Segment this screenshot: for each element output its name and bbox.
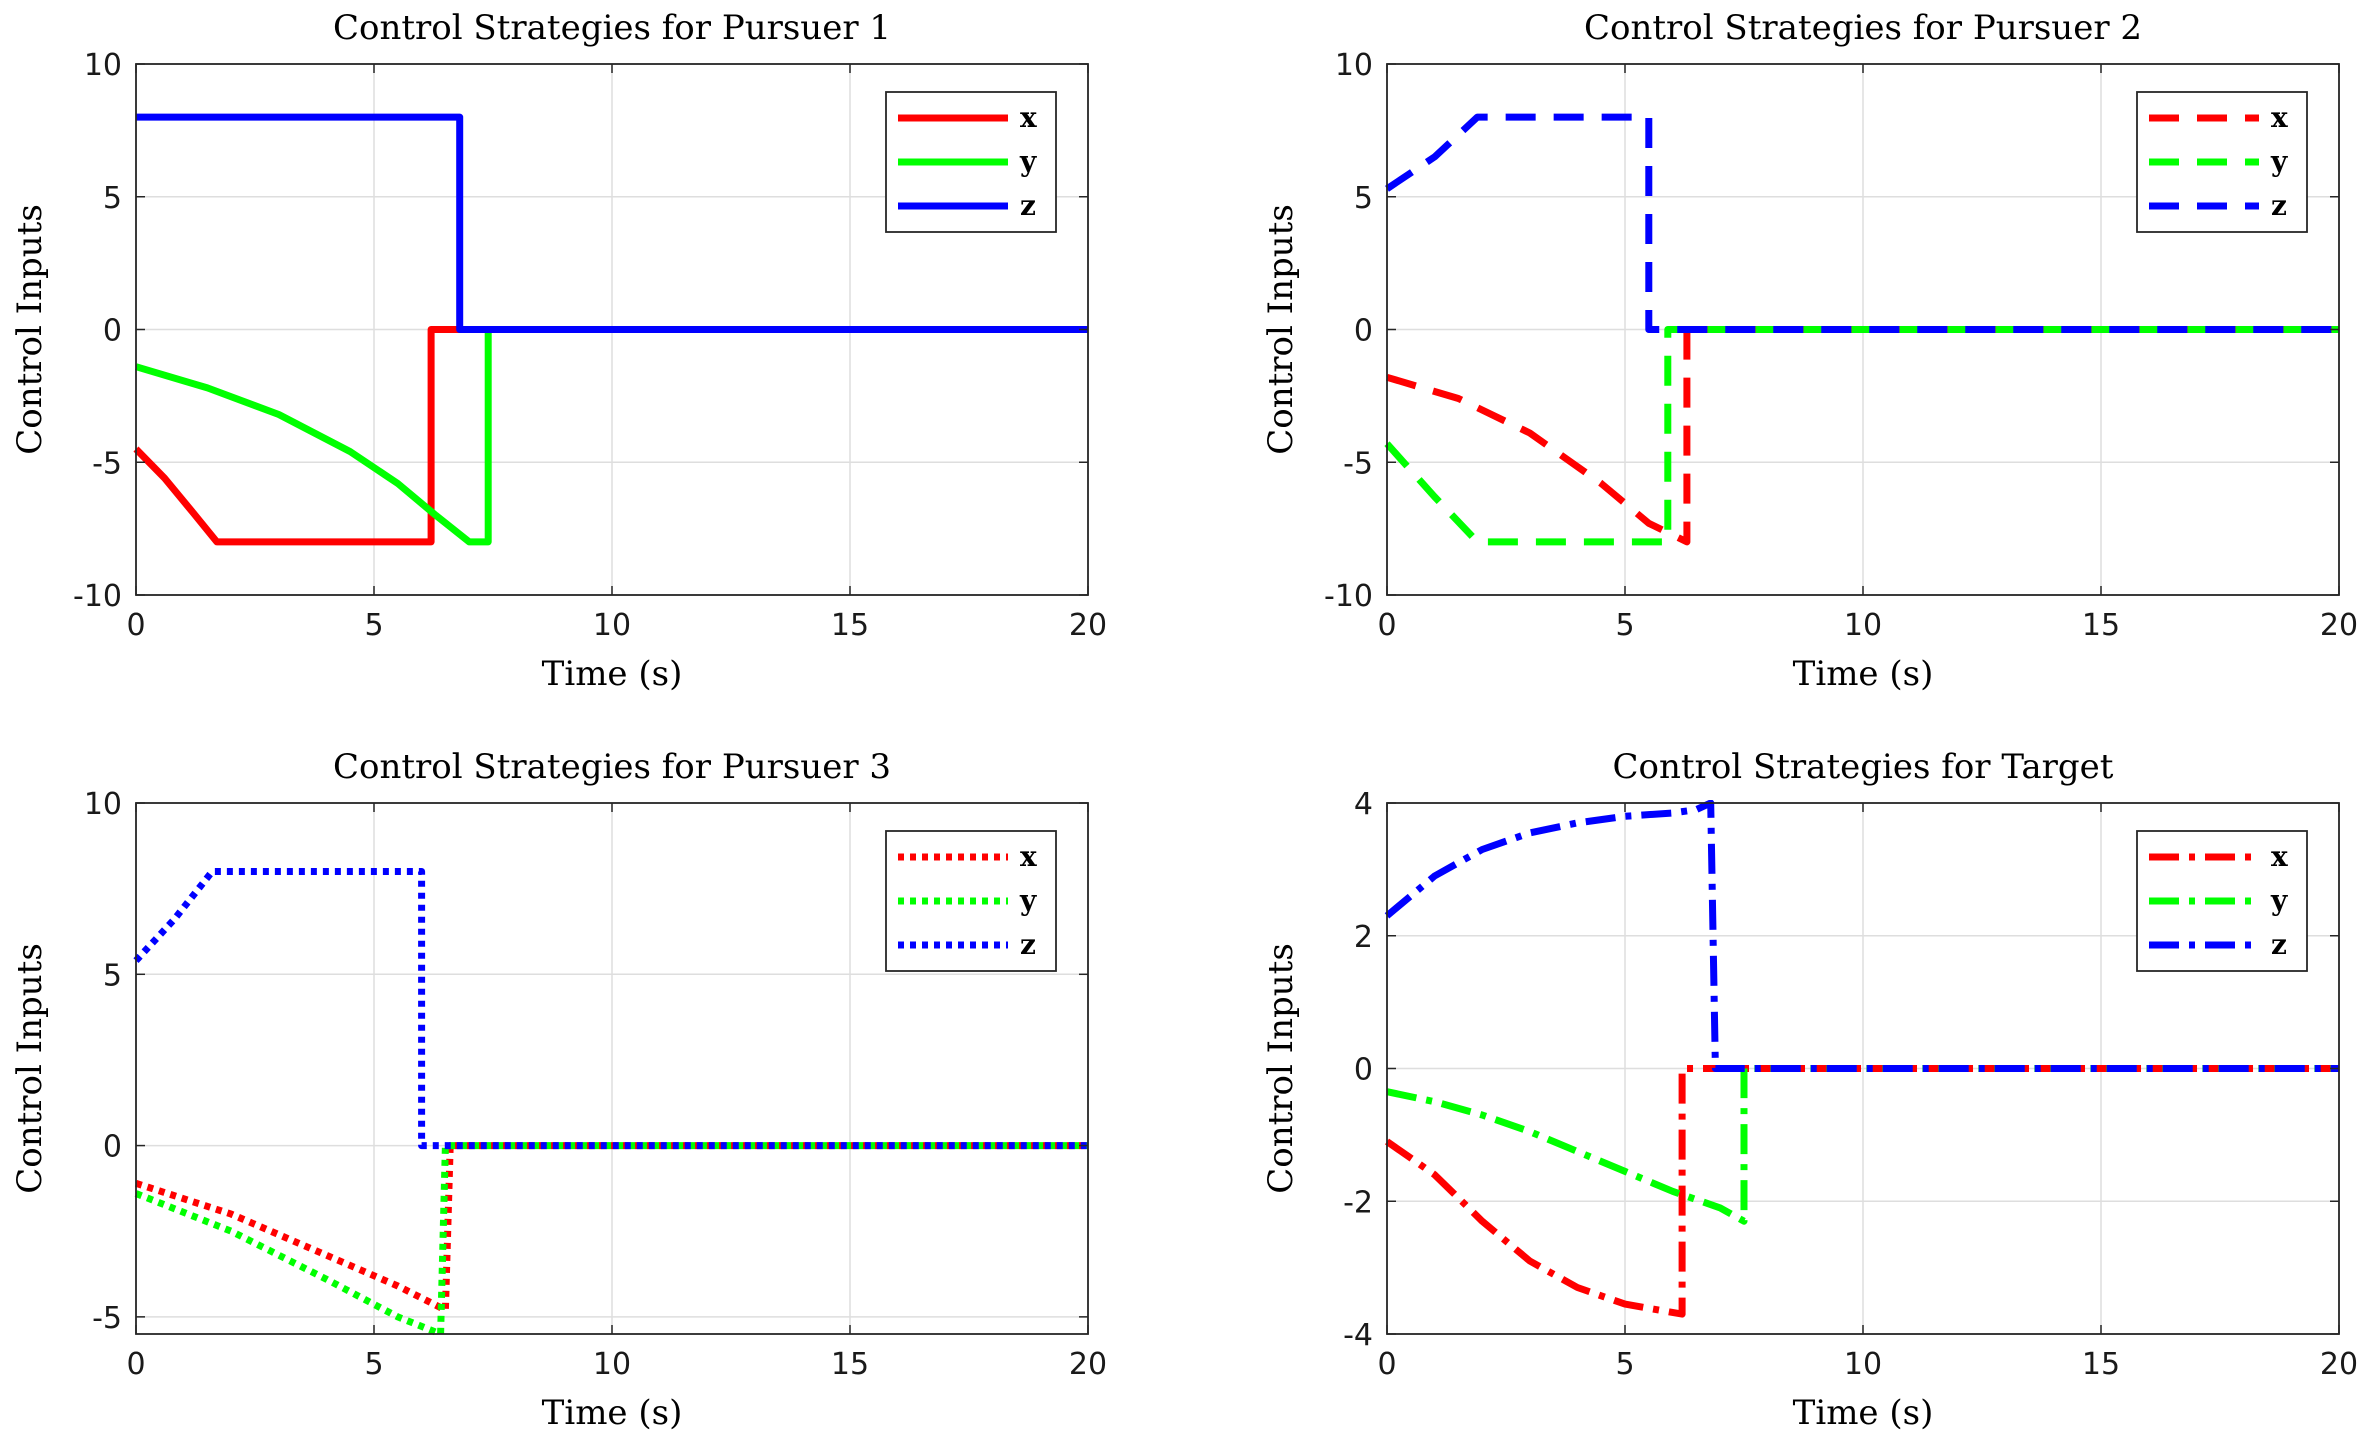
- series-line-z: [1384, 800, 2339, 1072]
- series-line-x: [133, 326, 1088, 546]
- y-tick-label: -2: [1343, 1185, 1373, 1220]
- y-tick-label: 2: [1354, 920, 1373, 955]
- x-tick-label: 15: [831, 1347, 869, 1382]
- y-tick-label: 0: [103, 314, 122, 349]
- series-line-y: [1386, 1065, 2339, 1225]
- x-tick-label: 5: [364, 1347, 383, 1382]
- x-tick-label: 15: [2082, 608, 2120, 643]
- legend: xyz: [885, 91, 1057, 233]
- legend-label-z: z: [2271, 189, 2287, 222]
- legend: xyz: [2136, 830, 2308, 972]
- x-tick-label: 20: [1069, 1347, 1107, 1382]
- x-tick-label: 15: [831, 608, 869, 643]
- x-tick-label: 10: [1844, 1347, 1882, 1382]
- y-tick-label: -10: [73, 579, 122, 614]
- y-tick-label: -4: [1343, 1318, 1373, 1353]
- series-group: [133, 113, 1088, 546]
- legend-label-z: z: [2271, 928, 2287, 961]
- y-tick-label: 10: [1335, 48, 1373, 83]
- chart-4: 0 5 10 15 20 -4 -2 0 2 4 Control Strategies for Ta…: [1261, 747, 2358, 1433]
- chart-1: 0 5 10 15 20 -10 -5 0 5 10 Control Strategies for …: [10, 8, 1107, 694]
- series-line-z: [136, 113, 1088, 333]
- y-tick-label: -5: [92, 446, 122, 481]
- series-group: [1384, 800, 2339, 1318]
- x-tick-label: 5: [364, 608, 383, 643]
- legend: xyz: [885, 830, 1057, 972]
- legend-label-x: x: [2271, 840, 2288, 873]
- series-line-z: [1385, 113, 2339, 333]
- x-tick-label: 20: [2320, 1347, 2358, 1382]
- series-group: [133, 868, 1088, 1337]
- y-axis-label: Control Inputs: [1261, 943, 1301, 1194]
- y-tick-label: 4: [1354, 787, 1373, 822]
- series-line-x: [1384, 1065, 2339, 1318]
- y-tick-label: -5: [92, 1301, 122, 1336]
- y-tick-label: 0: [1354, 1053, 1373, 1088]
- x-tick-label: 10: [593, 1347, 631, 1382]
- y-axis-label: Control Inputs: [10, 204, 50, 455]
- chart-title: Control Strategies for Pursuer 2: [1584, 8, 2142, 48]
- y-axis-label: Control Inputs: [1261, 204, 1301, 455]
- series-line-y: [135, 326, 1088, 546]
- y-tick-label: 0: [1354, 314, 1373, 349]
- x-axis-label: Time (s): [1793, 1393, 1934, 1433]
- x-tick-label: 10: [1844, 608, 1882, 643]
- legend-label-z: z: [1020, 928, 1036, 961]
- y-tick-label: -10: [1324, 579, 1373, 614]
- y-tick-label: 5: [1354, 181, 1373, 216]
- series-line-x: [134, 1142, 1088, 1314]
- y-tick-label: 0: [103, 1130, 122, 1165]
- x-axis-label: Time (s): [1793, 654, 1934, 694]
- y-axis-label: Control Inputs: [10, 943, 50, 1194]
- x-tick-label: 15: [2082, 1347, 2120, 1382]
- legend-label-x: x: [1020, 840, 1037, 873]
- legend-label-x: x: [1020, 101, 1037, 134]
- legend-label-y: y: [2270, 884, 2288, 917]
- x-tick-label: 0: [1377, 1347, 1396, 1382]
- legend-label-x: x: [2271, 101, 2288, 134]
- legend-label-z: z: [1020, 189, 1036, 222]
- x-tick-label: 0: [126, 608, 145, 643]
- legend-label-y: y: [2270, 145, 2288, 178]
- chart-2: 0 5 10 15 20 -10 -5 0 5 10 Control Strategies for …: [1261, 8, 2358, 694]
- x-tick-label: 0: [126, 1347, 145, 1382]
- x-tick-label: 10: [593, 608, 631, 643]
- series-group: [1384, 113, 2339, 546]
- x-tick-label: 20: [2320, 608, 2358, 643]
- series-line-y: [134, 1142, 1088, 1337]
- y-tick-label: 5: [103, 958, 122, 993]
- series-line-z: [133, 868, 1088, 1150]
- x-tick-label: 5: [1615, 608, 1634, 643]
- y-tick-label: -5: [1343, 446, 1373, 481]
- x-tick-label: 5: [1615, 1347, 1634, 1382]
- y-tick-label: 5: [103, 181, 122, 216]
- x-tick-label: 0: [1377, 608, 1396, 643]
- chart-title: Control Strategies for Pursuer 1: [333, 8, 891, 48]
- x-axis-label: Time (s): [542, 1393, 683, 1433]
- legend-label-y: y: [1019, 884, 1037, 917]
- legend: xyz: [2136, 91, 2308, 233]
- y-tick-label: 10: [84, 48, 122, 83]
- y-tick-label: 10: [84, 787, 122, 822]
- x-axis-label: Time (s): [542, 654, 683, 694]
- chart-title: Control Strategies for Pursuer 3: [333, 747, 891, 787]
- x-tick-label: 20: [1069, 608, 1107, 643]
- legend-label-y: y: [1019, 145, 1037, 178]
- chart-title: Control Strategies for Target: [1613, 747, 2114, 787]
